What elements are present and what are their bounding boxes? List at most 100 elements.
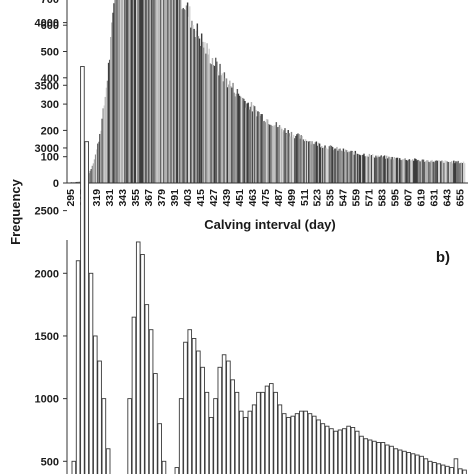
- panel-a-bar: [198, 38, 201, 184]
- panel-a-bar: [242, 97, 244, 183]
- panel-b-bar: [290, 415, 296, 474]
- panel-a-x-ticks: 2953073193313433553673793914034154274394…: [65, 189, 467, 207]
- panel-a-bar: [382, 156, 385, 183]
- panel-b-bar: [238, 410, 244, 474]
- panel-a-bar: [415, 158, 417, 183]
- panel-b-bar: [440, 464, 446, 474]
- panel-b-bar: [256, 391, 261, 474]
- panel-a-bar: [176, 0, 178, 183]
- panel-a-bar: [308, 141, 310, 183]
- panel-a-bar: [394, 158, 397, 183]
- panel-b-bar: [316, 419, 321, 474]
- panel-b-bar: [410, 453, 416, 474]
- panel-b-bar: [277, 404, 283, 474]
- panel-a-bar: [286, 134, 288, 183]
- panel-b-y-tick-label: 2500: [35, 206, 59, 218]
- panel-a-bar: [220, 75, 222, 183]
- panel-a-bar: [151, 0, 153, 183]
- panel-a-bar: [144, 0, 147, 183]
- panel-a-bar: [446, 161, 449, 183]
- panel-a-bar: [440, 161, 442, 183]
- panel-a-bar: [104, 96, 107, 183]
- panel-a-bar: [414, 158, 416, 183]
- panel-a-x-tick-label: 391: [169, 189, 181, 207]
- panel-a-bar: [338, 148, 340, 183]
- panel-a-y-tick-label: 600: [41, 20, 59, 32]
- panel-a-bar: [107, 62, 110, 183]
- panel-a-bar: [270, 124, 272, 183]
- panel-a-bar: [410, 160, 413, 183]
- panel-a-bar: [70, 181, 72, 183]
- panel-a-x-tick-label: 295: [65, 189, 77, 207]
- panel-a-bar: [165, 0, 167, 183]
- panel-a-bar: [244, 100, 246, 183]
- panel-a-bar: [108, 59, 111, 183]
- panel-b-bar: [397, 449, 403, 474]
- panel-a-bar: [291, 137, 294, 183]
- panel-b-y-tick-label: 500: [41, 456, 59, 468]
- panel-a-bar: [246, 103, 248, 183]
- panel-a-bar: [278, 125, 281, 183]
- panel-b-bars: [71, 66, 467, 474]
- panel-a-bar: [279, 126, 282, 183]
- panel-a-bar: [178, 0, 180, 183]
- panel-a-bar: [391, 156, 393, 183]
- panel-a-bar: [288, 133, 291, 183]
- panel-a-bar: [459, 162, 462, 183]
- panel-a-bar: [95, 149, 98, 183]
- panel-a-x-tick-label: 487: [273, 189, 285, 207]
- panel-a-bar: [236, 89, 239, 183]
- panel-a-bar: [345, 150, 348, 183]
- panel-b-bar: [269, 383, 274, 474]
- panel-a-bar: [199, 45, 202, 183]
- panel-a-bar: [207, 54, 209, 183]
- panel-a-x-tick-label: 571: [364, 189, 376, 207]
- panel-a-bar: [72, 181, 74, 183]
- panel-a-bar: [409, 160, 412, 183]
- panel-a-bar: [419, 161, 421, 183]
- panel-a-bar: [159, 0, 162, 183]
- panel-b-y-tick-label: 2000: [35, 268, 59, 280]
- panel-b-bar: [234, 391, 240, 474]
- panel-a-bar: [228, 84, 230, 183]
- panel-a-bar: [365, 156, 367, 183]
- panel-a-bar: [314, 142, 317, 183]
- panel-a-bar: [128, 0, 130, 183]
- panel-a-bar: [126, 0, 128, 183]
- panel-a-bar: [274, 124, 276, 183]
- panel-a-bar: [164, 0, 166, 183]
- panel-a-bar: [383, 155, 386, 183]
- panel-a-bar: [413, 160, 415, 183]
- panel-a-bar: [422, 159, 425, 183]
- panel-a-bar: [89, 170, 91, 183]
- panel-a-bar: [458, 163, 460, 183]
- panel-a-bar: [167, 0, 169, 183]
- panel-a-bar: [416, 160, 418, 183]
- panel-b-bar: [71, 460, 77, 474]
- panel-b-y-tick-label: 3500: [35, 80, 59, 92]
- panel-a-bar: [250, 102, 253, 183]
- panel-a-bar: [332, 150, 335, 183]
- panel-a-x-tick-label: 499: [286, 189, 298, 207]
- panel-a-bar: [106, 80, 109, 183]
- panel-a-bar: [114, 0, 116, 183]
- panel-b-bar: [427, 460, 433, 474]
- panel-a-bar: [449, 161, 452, 183]
- panel-a-bar: [289, 136, 292, 183]
- panel-a-bar: [219, 63, 221, 183]
- panel-b-bar: [453, 458, 459, 474]
- panel-a-bar: [324, 145, 326, 183]
- panel-a-bar: [283, 130, 285, 183]
- panel-b-bar: [449, 467, 454, 474]
- panel-a-bar: [94, 154, 97, 183]
- panel-a-bar: [436, 160, 439, 183]
- panel-a-bar: [129, 0, 131, 183]
- panel-a-bar: [130, 0, 133, 183]
- panel-b-bar: [226, 360, 231, 474]
- panel-a-bar: [229, 80, 231, 183]
- panel-a-bar: [100, 130, 102, 183]
- panel-b-bar: [204, 391, 210, 474]
- panel-b-bar: [174, 467, 180, 474]
- panel-a-bar: [145, 0, 148, 183]
- panel-a-bar: [300, 135, 302, 183]
